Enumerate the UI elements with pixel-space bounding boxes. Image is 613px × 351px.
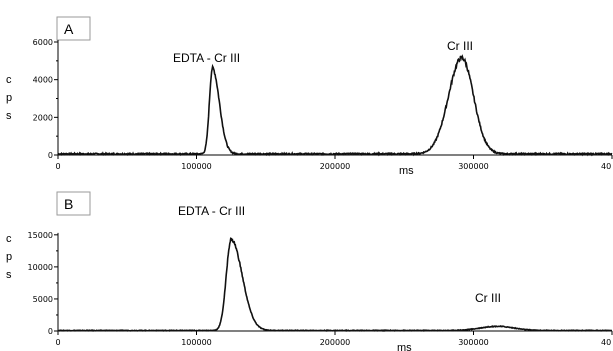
- panel-a-axes: 0 2000 4000 6000 0 100000 200000 300000 40: [33, 38, 613, 171]
- panel-a-ylabel-s: s: [6, 110, 12, 122]
- panel-a-label-box: [56, 16, 91, 41]
- panel-b-annotation-cr: Cr III: [475, 291, 501, 305]
- panel-b-label-box: [56, 191, 91, 216]
- panel-b-x-tick-label: 40: [601, 338, 611, 347]
- panel-a-x-tick-label: 200000: [320, 162, 351, 171]
- panel-b-label: B: [64, 196, 73, 212]
- panel-b-y-tick-label: 5000: [33, 295, 53, 304]
- panel-a-x-tick-label: 100000: [181, 162, 212, 171]
- panel-b-y-tick-label: 15000: [28, 231, 53, 240]
- panel-b-ylabel-p: p: [6, 251, 12, 263]
- panel-a-x-tick-label: 40: [601, 162, 611, 171]
- panel-b-annotation-edta: EDTA - Cr III: [178, 204, 245, 218]
- panel-a-y-tick-label: 2000: [33, 113, 53, 122]
- panel-a-x-tick-label: 0: [55, 162, 60, 171]
- panel-a-xlabel: ms: [399, 165, 414, 177]
- panel-b-ylabel-c: c: [6, 233, 12, 245]
- panel-a-annotation-edta: EDTA - Cr III: [173, 51, 240, 65]
- panel-a: A c p s ms EDTA - Cr III Cr III 02000400…: [6, 16, 613, 177]
- panel-b-trace: [57, 237, 613, 333]
- panel-a-y-tick-label: 6000: [33, 38, 53, 47]
- panel-b-y-tick-label: 10000: [28, 263, 53, 272]
- panel-a-ylabel-p: p: [6, 92, 12, 104]
- panel-b: B c p s ms EDTA - Cr III Cr III 0 5000 100…: [6, 191, 613, 351]
- panel-a-y-tick-label: 0: [48, 151, 53, 160]
- panel-b-xlabel: ms: [397, 342, 412, 351]
- panel-a-y-tick-label: 4000: [33, 76, 53, 85]
- panel-b-x-tick-label: 0: [55, 338, 60, 347]
- panel-b-y-tick-label: 0: [48, 327, 53, 336]
- panel-b-x-tick-label: 300000: [458, 338, 489, 347]
- panel-a-label: A: [64, 21, 74, 37]
- panel-a-x-tick-label: 300000: [458, 162, 489, 171]
- panel-b-x-tick-label: 100000: [181, 338, 212, 347]
- panel-a-annotation-cr: Cr III: [447, 39, 473, 53]
- panel-a-ylabel-c: c: [6, 74, 12, 86]
- panel-a-trace: [57, 53, 613, 157]
- panel-b-x-tick-label: 200000: [320, 338, 351, 347]
- panel-b-ylabel-s: s: [6, 269, 12, 281]
